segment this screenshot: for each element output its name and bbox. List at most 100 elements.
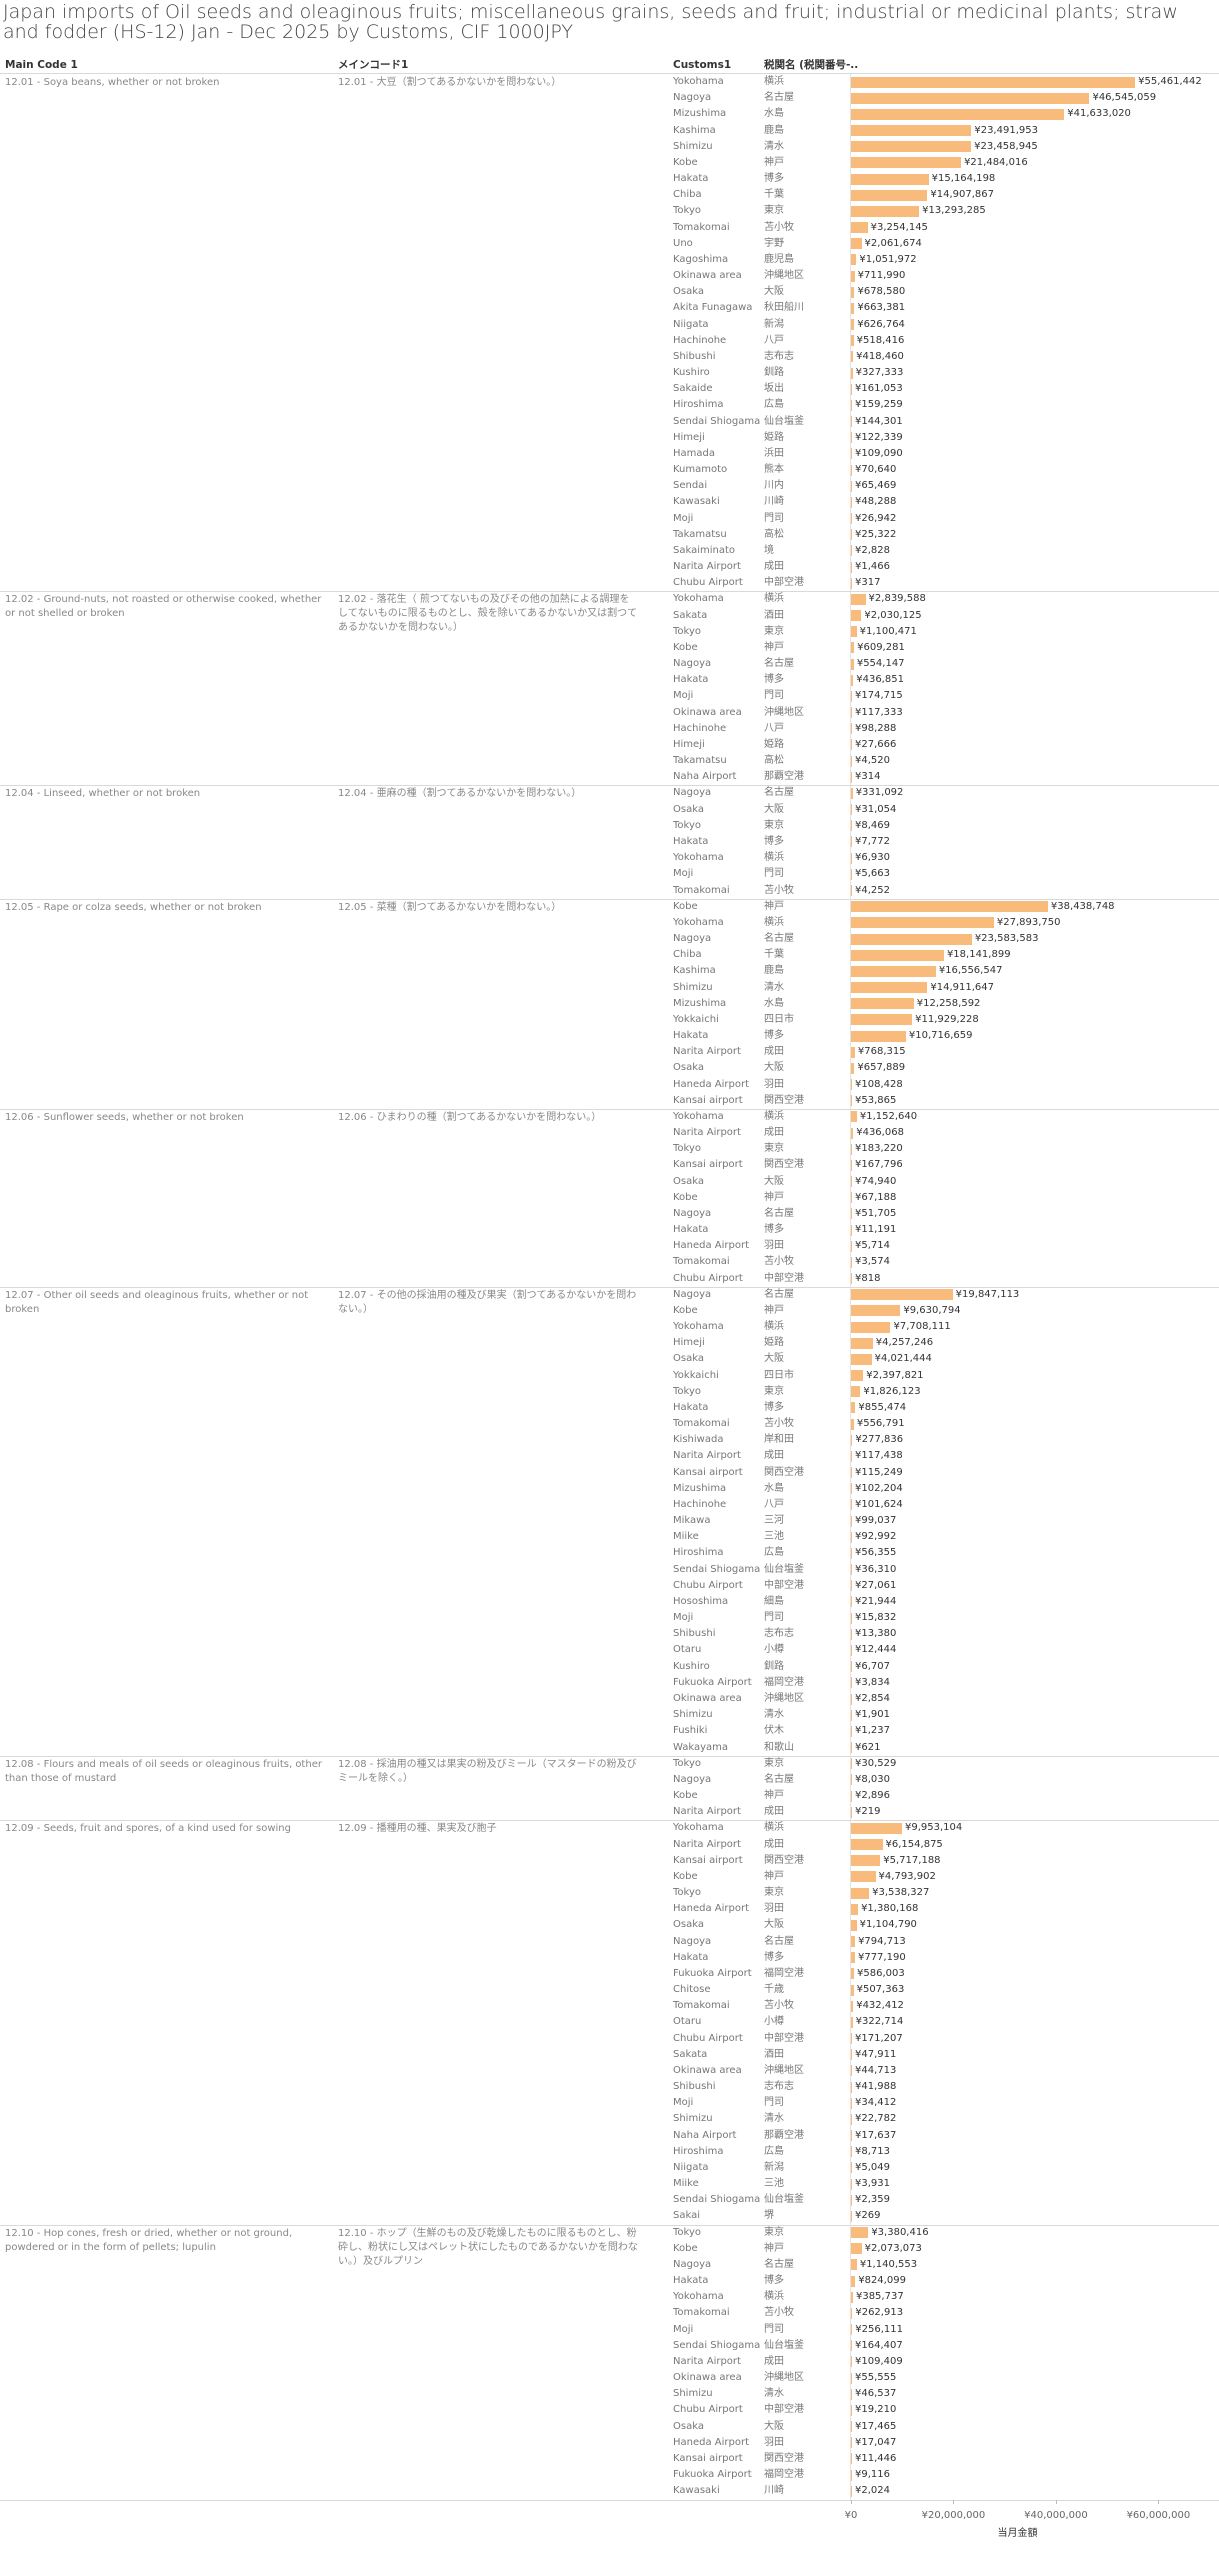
value-label: ¥108,428 xyxy=(855,1078,903,1090)
value-label: ¥818 xyxy=(855,1272,881,1284)
bar xyxy=(851,1305,901,1317)
customs-name: Hakata xyxy=(673,173,709,185)
customs-name-jp: 関西空港 xyxy=(764,2452,804,2464)
value-label: ¥115,249 xyxy=(855,1466,903,1478)
value-label: ¥1,380,168 xyxy=(861,1903,919,1915)
customs-name-jp: 那覇空港 xyxy=(764,771,804,783)
value-label: ¥34,412 xyxy=(855,2097,897,2109)
customs-name: Wakayama xyxy=(673,1741,729,1753)
x-tick-label: ¥0 xyxy=(844,2509,858,2521)
value-label: ¥385,737 xyxy=(855,2291,904,2303)
customs-name-jp: 水島 xyxy=(764,1482,784,1494)
customs-name-jp: 関西空港 xyxy=(764,1094,804,1106)
group-separator xyxy=(0,1820,1219,1822)
bar xyxy=(851,448,852,460)
bar xyxy=(851,2049,852,2061)
value-label: ¥2,061,674 xyxy=(864,237,922,249)
column-header: Customs1 xyxy=(673,59,732,71)
customs-name: Hakata xyxy=(673,1030,709,1042)
customs-name: Mizushima xyxy=(673,1482,727,1494)
customs-name-jp: 苫小牧 xyxy=(764,1256,794,1268)
customs-name-jp: 名古屋 xyxy=(764,658,794,670)
customs-name-jp: 名古屋 xyxy=(764,2258,794,2270)
value-label: ¥15,164,198 xyxy=(931,173,996,185)
column-header: 税関名 (税関番号-.. xyxy=(764,59,859,71)
bar xyxy=(851,432,852,444)
bar xyxy=(851,1370,864,1382)
customs-name: Nagoya xyxy=(673,1935,712,1947)
value-label: ¥657,889 xyxy=(857,1062,906,1074)
customs-name: Narita Airport xyxy=(673,561,741,573)
bar xyxy=(851,92,1090,104)
customs-name: Takamatsu xyxy=(673,755,727,767)
customs-name: Moji xyxy=(673,2323,694,2335)
bar xyxy=(851,917,994,929)
customs-name: Osaka xyxy=(673,286,704,298)
value-label: ¥711,990 xyxy=(857,270,906,282)
main-code-jp: 12.06 - ひまわりの種（割つてあるかないかを問わない。） xyxy=(338,1111,602,1123)
customs-name-jp: 境 xyxy=(764,544,774,556)
customs-name-jp: 千葉 xyxy=(764,189,784,201)
value-label: ¥9,116 xyxy=(855,2469,890,2481)
customs-name: Narita Airport xyxy=(673,1127,741,1139)
customs-name: Tokyo xyxy=(673,625,701,637)
customs-name: Uno xyxy=(673,237,693,249)
bar xyxy=(851,707,852,719)
bar xyxy=(851,141,972,153)
customs-name-jp: 広島 xyxy=(764,399,784,411)
customs-name-jp: 成田 xyxy=(764,1127,784,1139)
customs-name-jp: 博多 xyxy=(764,674,784,686)
value-label: ¥101,624 xyxy=(855,1498,903,1510)
customs-name-jp: 門司 xyxy=(764,690,784,702)
customs-name: Tokyo xyxy=(673,205,701,217)
customs-name: Haneda Airport xyxy=(673,1078,750,1090)
customs-name: Hakata xyxy=(673,674,709,686)
bar xyxy=(851,1758,852,1770)
customs-name-jp: 釧路 xyxy=(764,1660,784,1672)
customs-name-jp: 鹿島 xyxy=(764,124,784,136)
value-label: ¥174,715 xyxy=(855,690,903,702)
customs-name-jp: 川崎 xyxy=(764,496,784,508)
bar xyxy=(851,771,852,783)
customs-name: Hakata xyxy=(673,1224,709,1236)
customs-name-jp: 神戸 xyxy=(764,1191,784,1203)
customs-name-jp: 福岡空港 xyxy=(764,2469,804,2481)
bar xyxy=(851,464,852,476)
value-label: ¥626,764 xyxy=(857,318,905,330)
value-label: ¥98,288 xyxy=(855,722,897,734)
value-label: ¥3,254,145 xyxy=(870,221,928,233)
main-code: 12.04 - Linseed, whether or not broken xyxy=(5,788,201,800)
customs-name-jp: 中部空港 xyxy=(764,2404,804,2416)
customs-name: Shimizu xyxy=(673,1709,713,1721)
bar xyxy=(851,108,1065,120)
main-code-jp: 12.02 - 落花生（ 煎つてないもの及びその他の加熱による調理をしてないもの… xyxy=(338,594,638,634)
customs-name-jp: 博多 xyxy=(764,1030,784,1042)
customs-name-jp: 門司 xyxy=(764,2323,784,2335)
customs-name-jp: 関西空港 xyxy=(764,1466,804,1478)
customs-name: Narita Airport xyxy=(673,1806,741,1818)
customs-name: Yokohama xyxy=(673,593,724,605)
bar xyxy=(851,1176,852,1188)
bar xyxy=(851,1919,857,1931)
value-label: ¥36,310 xyxy=(855,1563,897,1575)
customs-name: Yokohama xyxy=(673,1822,724,1834)
main-code: 12.02 - Ground-nuts, not roasted or othe… xyxy=(5,594,322,620)
value-label: ¥331,092 xyxy=(855,787,904,799)
bar xyxy=(851,1564,852,1576)
bar xyxy=(851,2000,854,2012)
bar xyxy=(851,205,920,217)
customs-name: Hakata xyxy=(673,1401,709,1413)
bar xyxy=(851,1095,852,1107)
bar xyxy=(851,1062,855,1074)
customs-name-jp: 浜田 xyxy=(764,447,784,459)
value-label: ¥2,828 xyxy=(855,544,890,556)
bar xyxy=(851,2453,852,2465)
customs-name: Kushiro xyxy=(673,367,710,379)
value-label: ¥4,793,902 xyxy=(878,1870,936,1882)
customs-name: Hachinohe xyxy=(673,334,727,346)
customs-name-jp: 志布志 xyxy=(764,350,794,362)
x-tick-label: ¥20,000,000 xyxy=(921,2509,986,2521)
main-code-jp: 12.08 - 採油用の種又は果実の粉及びミール（マスタードの粉及びミールを除く… xyxy=(338,1758,637,1784)
customs-name: Yokohama xyxy=(673,1321,724,1333)
